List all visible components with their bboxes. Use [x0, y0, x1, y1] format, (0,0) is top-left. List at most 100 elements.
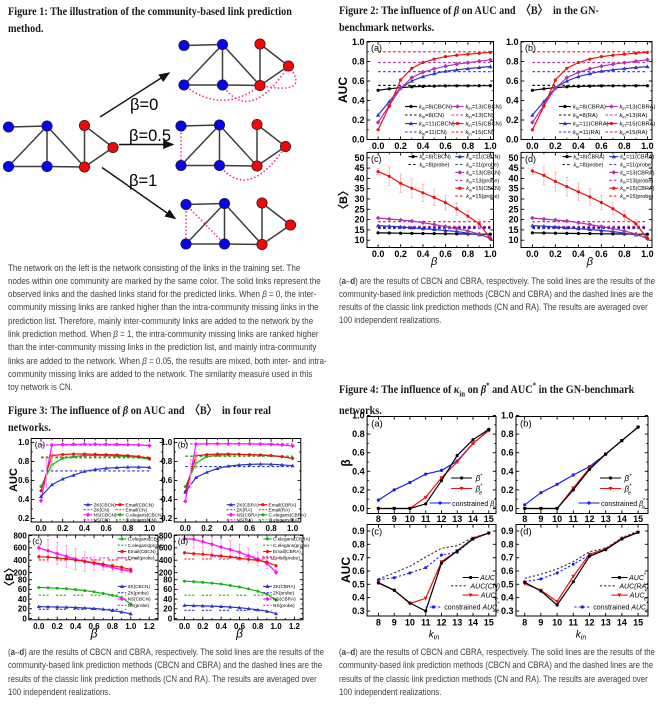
- svg-text:0.6: 0.6: [88, 622, 100, 631]
- svg-text:15: 15: [633, 514, 643, 524]
- svg-text:60: 60: [163, 585, 172, 594]
- svg-text:1.0: 1.0: [484, 249, 497, 259]
- svg-text:kin=15(RA): kin=15(RA): [620, 130, 648, 136]
- svg-text:0.2: 0.2: [549, 141, 562, 151]
- svg-text:0.2: 0.2: [352, 115, 365, 125]
- svg-text:0.8: 0.8: [462, 249, 475, 259]
- svg-text:800: 800: [13, 531, 27, 540]
- svg-text:β: β: [430, 256, 438, 268]
- svg-text:NS(probe): NS(probe): [273, 603, 295, 608]
- svg-text:0.4: 0.4: [216, 622, 228, 631]
- svg-text:Email(CBRA): Email(CBRA): [269, 502, 297, 507]
- svg-text:35: 35: [354, 184, 364, 194]
- svg-text:0.0: 0.0: [35, 524, 47, 533]
- svg-text:0.4: 0.4: [352, 466, 365, 476]
- svg-text:200: 200: [159, 568, 173, 577]
- svg-text:Email(CN): Email(CN): [126, 507, 148, 512]
- svg-text:NS(RA): NS(RA): [237, 518, 254, 523]
- svg-text:400: 400: [159, 556, 173, 565]
- svg-text:Email(CBCN): Email(CBCN): [126, 502, 155, 507]
- svg-text:kin=13(CBCN): kin=13(CBCN): [466, 105, 502, 111]
- svg-text:40: 40: [508, 173, 518, 183]
- svg-text:NS(CBCN): NS(CBCN): [94, 512, 117, 517]
- svg-text:(c): (c): [371, 154, 382, 164]
- svg-text:kin=8(probe): kin=8(probe): [420, 163, 450, 169]
- svg-text:(d): (d): [520, 527, 532, 538]
- svg-text:0.2: 0.2: [352, 485, 365, 495]
- svg-text:(a): (a): [371, 43, 382, 53]
- svg-text:ZK(CN): ZK(CN): [94, 507, 110, 512]
- svg-text:ZK(CBCN): ZK(CBCN): [94, 502, 117, 507]
- svg-text:ZK(probe): ZK(probe): [273, 590, 295, 595]
- svg-text:0.6: 0.6: [18, 476, 30, 485]
- svg-text:0.2: 0.2: [18, 514, 30, 523]
- svg-text:0.4: 0.4: [70, 622, 82, 631]
- svg-text:AUC*: AUC*: [628, 573, 647, 583]
- svg-text:β: β: [90, 626, 98, 640]
- svg-text:1.0: 1.0: [161, 438, 173, 447]
- svg-text:0.9: 0.9: [501, 526, 514, 536]
- svg-text:AUC*e: AUC* e: [480, 590, 499, 603]
- svg-text:AUC: AUC: [336, 77, 350, 103]
- svg-text:0.6: 0.6: [439, 141, 452, 151]
- svg-text:11: 11: [421, 514, 431, 524]
- svg-text:Email(CBRA): Email(CBRA): [273, 549, 301, 554]
- svg-text:0.4: 0.4: [79, 524, 91, 533]
- svg-text:0.8: 0.8: [352, 539, 365, 549]
- svg-text:AUC*: AUC*: [479, 573, 498, 583]
- svg-text:1.0: 1.0: [352, 411, 365, 421]
- svg-text:14: 14: [468, 618, 478, 628]
- svg-text:8: 8: [376, 514, 381, 524]
- svg-text:kin=13(CBRA): kin=13(CBRA): [620, 105, 656, 111]
- svg-text:β: β: [586, 256, 594, 268]
- svg-text:0.4: 0.4: [223, 524, 235, 533]
- svg-text:1.2: 1.2: [144, 622, 156, 631]
- svg-text:1.0: 1.0: [144, 524, 156, 533]
- svg-text:45: 45: [354, 163, 364, 173]
- svg-text:30: 30: [354, 194, 364, 204]
- svg-text:40: 40: [163, 595, 172, 604]
- svg-text:(c): (c): [32, 536, 42, 546]
- svg-text:β: β: [339, 459, 353, 466]
- svg-text:kin=11(CBRA): kin=11(CBRA): [620, 155, 654, 161]
- svg-text:1.0: 1.0: [484, 141, 497, 151]
- svg-text:800: 800: [159, 531, 173, 540]
- svg-text:0.8: 0.8: [122, 524, 134, 533]
- svg-text:0.2: 0.2: [52, 622, 64, 631]
- svg-text:600: 600: [13, 544, 27, 553]
- svg-text:50: 50: [508, 153, 518, 163]
- svg-text:0.4: 0.4: [501, 593, 514, 603]
- svg-text:kin: kin: [576, 630, 587, 642]
- svg-text:〈B〉: 〈B〉: [337, 185, 350, 215]
- svg-text:0.6: 0.6: [352, 448, 365, 458]
- svg-text:kin=8(probe): kin=8(probe): [574, 163, 604, 169]
- svg-text:C.elegans(CN): C.elegans(CN): [126, 518, 157, 523]
- svg-text:AUC*e: AUC* e: [629, 590, 648, 603]
- svg-text:C.elegans(RA): C.elegans(RA): [269, 518, 300, 523]
- svg-text:600: 600: [159, 544, 173, 553]
- svg-text:80: 80: [18, 576, 27, 585]
- svg-text:0.7: 0.7: [501, 553, 514, 563]
- svg-text:(b): (b): [525, 43, 536, 53]
- svg-text:0.6: 0.6: [244, 524, 256, 533]
- svg-text:12: 12: [584, 618, 594, 628]
- svg-text:kin=15(CBRA): kin=15(CBRA): [620, 186, 654, 192]
- svg-text:(c): (c): [371, 527, 382, 538]
- svg-text:8: 8: [522, 514, 527, 524]
- svg-text:ZK(probe): ZK(probe): [128, 590, 150, 595]
- svg-text:0.6: 0.6: [352, 566, 365, 576]
- svg-text:400: 400: [13, 556, 27, 565]
- svg-text:C.elegans(CBRA): C.elegans(CBRA): [273, 537, 311, 542]
- svg-text:0.6: 0.6: [506, 76, 519, 86]
- svg-text:200: 200: [13, 568, 27, 577]
- svg-text:0.8: 0.8: [266, 524, 278, 533]
- svg-text:ZK(CBCN): ZK(CBCN): [128, 584, 151, 589]
- svg-text:11: 11: [569, 618, 579, 628]
- svg-text:Email(CBCN): Email(CBCN): [128, 549, 157, 554]
- svg-text:0.8: 0.8: [501, 429, 514, 439]
- svg-text:β*: β*: [624, 474, 633, 484]
- svg-text:12: 12: [584, 514, 594, 524]
- svg-text:0.4: 0.4: [352, 96, 365, 106]
- svg-text:kin=13(RA): kin=13(RA): [620, 113, 648, 119]
- svg-text:0.2: 0.2: [197, 622, 209, 631]
